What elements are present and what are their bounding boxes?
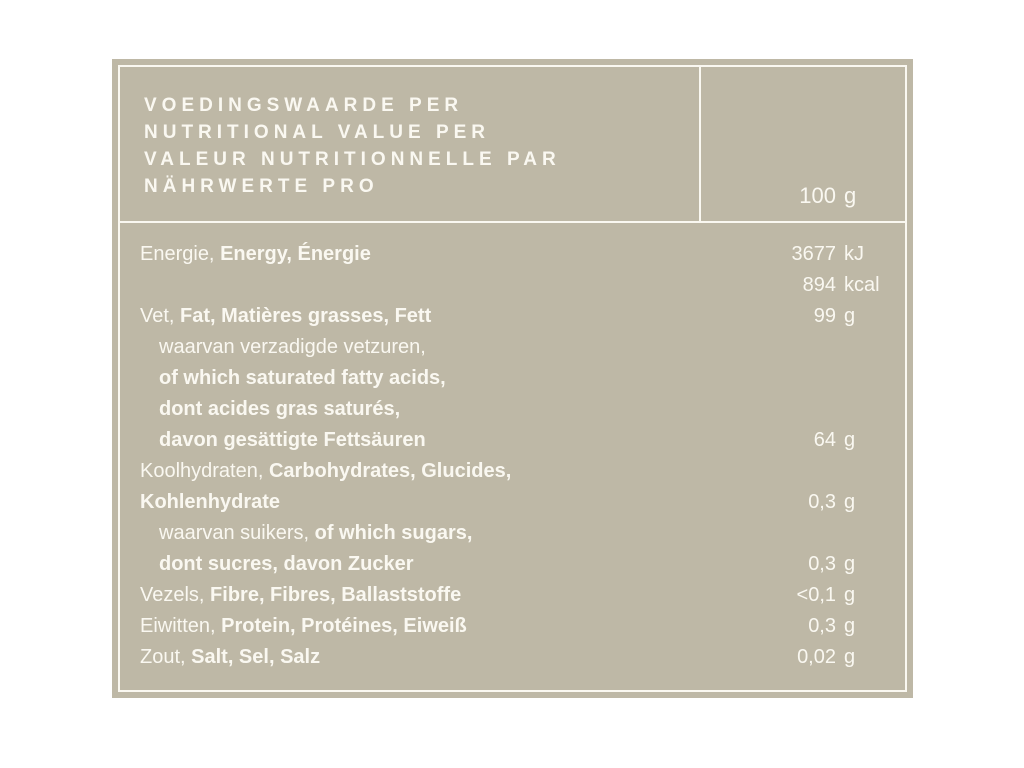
nutrition-label: VOEDINGSWAARDE PER NUTRITIONAL VALUE PER… [112, 59, 913, 698]
nutrient-name: Vet, Fat, Matières grasses, Fett [140, 301, 814, 332]
nutrient-value-unit: g [844, 646, 856, 668]
nutrition-row: waarvan suikers, of which sugars, [140, 518, 896, 549]
nutrient-value-number: 0,3 [808, 615, 836, 637]
nutrient-name: waarvan suikers, of which sugars, [140, 518, 836, 549]
nutrient-name: dont acides gras saturés, [140, 394, 836, 425]
nutrient-name: Eiwitten, Protein, Protéines, Eiweiß [140, 611, 808, 642]
nutrient-name: davon gesättigte Fettsäuren [140, 425, 814, 456]
nutrition-row: waarvan verzadigde vetzuren, [140, 332, 896, 363]
nutrient-value-unit: g [844, 553, 856, 575]
nutrient-value-unit [844, 394, 896, 425]
label-header: VOEDINGSWAARDE PER NUTRITIONAL VALUE PER… [120, 67, 905, 223]
nutrient-value-unit [844, 518, 896, 549]
nutrient-value-unit [844, 332, 896, 363]
nutrient-value-unit: g [844, 491, 856, 513]
nutrition-row: Zout, Salt, Sel, Salz 0,02 g [140, 642, 896, 673]
nutrient-value-unit [844, 456, 896, 487]
nutrient-name-segment: Kohlenhydrate [140, 491, 281, 513]
nutrient-name-segment: of which sugars, [314, 522, 473, 544]
nutrient-name: Kohlenhydrate [140, 487, 808, 518]
nutrient-name-segment: Carbohydrates, Glucides, [268, 460, 512, 482]
header-title-line: NUTRITIONAL VALUE PER [144, 122, 491, 143]
nutrient-value-unit: g [844, 305, 856, 327]
nutrient-name-segment: Protein, Protéines, Eiweiß [221, 615, 467, 637]
nutrition-row: dont acides gras saturés, [140, 394, 896, 425]
nutrient-name-segment: Zout, [140, 646, 192, 668]
nutrient-name-segment: Fat, Matières grasses, Fett [180, 305, 432, 327]
nutrient-value-number: 64 [813, 429, 836, 451]
nutrient-value-unit: g [844, 615, 856, 637]
nutrition-row: Koolhydraten, Carbohydrates, Glucides, [140, 456, 896, 487]
nutrition-row: Kohlenhydrate 0,3 g [140, 487, 896, 518]
nutrient-value-number: 0,02 [797, 646, 836, 668]
nutrient-name: Koolhydraten, Carbohydrates, Glucides, [140, 456, 836, 487]
nutrient-value-number: 0,3 [808, 553, 836, 575]
nutrient-value-number: <0,1 [796, 584, 836, 606]
nutrient-name: Zout, Salt, Sel, Salz [140, 642, 797, 673]
nutrient-name: Vezels, Fibre, Fibres, Ballaststoffe [140, 580, 797, 611]
header-title: VOEDINGSWAARDE PER NUTRITIONAL VALUE PER… [120, 67, 701, 221]
nutrient-name: waarvan verzadigde vetzuren, [140, 332, 836, 363]
nutrient-name-segment: Energy, Énergie [220, 243, 371, 265]
nutrient-value-number: 894 [802, 274, 836, 296]
header-title-line: VALEUR NUTRITIONNELLE PAR [144, 149, 561, 170]
nutrient-name: dont sucres, davon Zucker [140, 549, 808, 580]
nutrient-name: of which saturated fatty acids, [140, 363, 836, 394]
nutrient-name-segment: dont sucres, davon Zucker [159, 553, 414, 575]
label-frame: VOEDINGSWAARDE PER NUTRITIONAL VALUE PER… [118, 65, 907, 692]
nutrient-name-segment: Vet, [140, 305, 181, 327]
nutrient-name-segment: Salt, Sel, Salz [191, 646, 321, 668]
nutrient-table: Energie, Energy, Énergie 3677 kJ 894 kca… [120, 223, 905, 690]
nutrition-row: davon gesättigte Fettsäuren 64 g [140, 425, 896, 456]
serving-amount-value: 100 g [799, 183, 896, 209]
nutrient-name-segment: Koolhydraten, [140, 460, 269, 482]
nutrient-name-segment: Eiwitten, [140, 615, 222, 637]
nutrient-value-unit: g [844, 584, 856, 606]
nutrient-value-unit: kcal [844, 274, 880, 296]
serving-amount-unit: g [844, 183, 857, 208]
nutrient-value-number: 99 [813, 305, 836, 327]
nutrient-name: Energie, Energy, Énergie [140, 239, 792, 270]
nutrient-value-unit [844, 363, 896, 394]
nutrition-row: 894 kcal [140, 270, 896, 301]
nutrient-value-unit: kJ [844, 243, 864, 265]
nutrition-row: Vezels, Fibre, Fibres, Ballaststoffe <0,… [140, 580, 896, 611]
nutrient-value-number: 0,3 [808, 491, 836, 513]
nutrient-value-number: 3677 [791, 243, 837, 265]
nutrition-row: of which saturated fatty acids, [140, 363, 896, 394]
nutrient-name [140, 270, 803, 301]
nutrient-name-segment: davon gesättigte Fettsäuren [159, 429, 426, 451]
nutrient-name-segment: Fibre, Fibres, Ballaststoffe [210, 584, 462, 606]
serving-amount: 100 g [701, 67, 905, 221]
nutrient-name-segment: Vezels, [140, 584, 211, 606]
nutrition-row: Vet, Fat, Matières grasses, Fett 99 g [140, 301, 896, 332]
header-title-line: NÄHRWERTE PRO [144, 176, 379, 197]
nutrient-name-segment: waarvan verzadigde vetzuren, [159, 336, 426, 358]
nutrient-name-segment: dont acides gras saturés, [159, 398, 401, 420]
nutrition-row: dont sucres, davon Zucker 0,3 g [140, 549, 896, 580]
nutrient-name-segment: Energie, [140, 243, 221, 265]
nutrient-name-segment: of which saturated fatty acids, [159, 367, 446, 389]
serving-amount-number: 100 [799, 183, 836, 208]
nutrient-name-segment: waarvan suikers, [159, 522, 315, 544]
nutrition-row: Energie, Energy, Énergie 3677 kJ [140, 239, 896, 270]
nutrition-row: Eiwitten, Protein, Protéines, Eiweiß 0,3… [140, 611, 896, 642]
nutrient-value-unit: g [844, 429, 856, 451]
header-title-line: VOEDINGSWAARDE PER [144, 95, 464, 116]
